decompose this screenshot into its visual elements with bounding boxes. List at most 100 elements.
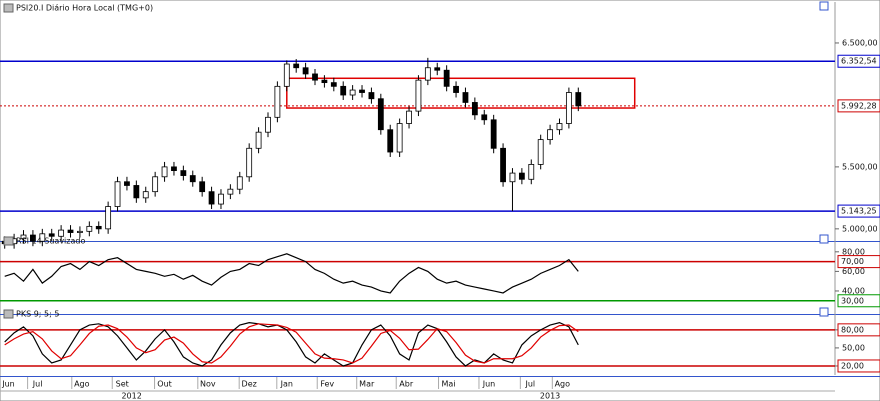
y-tick-label: 6.500,00 — [842, 38, 878, 47]
panel-title: PSI20.I Diário Hora Local (TMG+0) — [16, 4, 153, 13]
candle-body — [387, 129, 394, 153]
candle-body — [377, 98, 384, 131]
candle-body — [30, 234, 36, 242]
candle-body — [77, 230, 83, 233]
candle-body — [434, 67, 441, 71]
candle-body — [481, 114, 488, 121]
candle-body — [218, 193, 224, 205]
candle-body — [424, 67, 431, 81]
x-tick-label: Mai — [442, 380, 456, 389]
candle-body — [274, 85, 281, 118]
candle-body — [396, 123, 403, 153]
candle-body — [340, 85, 347, 96]
candle-body — [509, 172, 516, 183]
candle-body — [415, 79, 422, 112]
candle-body — [283, 63, 290, 87]
x-tick-label: Abr — [399, 380, 414, 389]
candle-body — [537, 139, 544, 165]
candle-body — [124, 181, 130, 186]
reference-label: 5.143,25 — [841, 207, 877, 216]
reference-label-box — [837, 255, 880, 269]
reference-label-box — [837, 204, 880, 218]
candle-body — [575, 92, 582, 107]
candle-body — [330, 82, 337, 87]
candle-body — [142, 191, 149, 199]
reference-label-box — [837, 99, 880, 113]
x-tick-label: Ago — [555, 380, 571, 389]
candle-body — [48, 233, 55, 237]
candle-body — [443, 69, 450, 87]
reference-label: 6.352,54 — [841, 57, 877, 66]
candle-body — [293, 63, 300, 69]
title-icon — [3, 3, 14, 13]
candle-body — [500, 147, 506, 183]
candle-body — [20, 234, 27, 240]
candle-body — [246, 147, 253, 178]
x-tick-label: Jul — [525, 380, 536, 389]
collapse-icon — [819, 1, 829, 11]
title-icon — [3, 309, 14, 319]
candle-body — [67, 229, 74, 233]
reference-label: 30,00 — [841, 296, 864, 305]
candle-body — [528, 164, 535, 180]
reference-label: 70,00 — [841, 257, 864, 266]
x-tick-label: Out — [157, 380, 172, 389]
candle-body — [471, 102, 478, 116]
y-tick-label: 5.000,00 — [842, 224, 878, 233]
candle-body — [359, 89, 365, 93]
candle-body — [227, 188, 234, 195]
series-line — [4, 323, 579, 364]
candle-body — [368, 92, 375, 100]
candle-body — [547, 129, 553, 141]
panel-title: RSI 14 Suavizado — [16, 237, 85, 246]
reference-label-box — [837, 54, 880, 68]
candle-body — [265, 116, 271, 133]
candle-body — [58, 229, 65, 237]
y-tick-label: 60,00 — [842, 267, 865, 276]
candle-body — [189, 175, 196, 183]
candle-body — [462, 92, 469, 103]
candle-body — [236, 176, 243, 190]
candle-body — [161, 166, 168, 178]
candle-body — [518, 172, 525, 180]
reference-label-box — [837, 294, 880, 308]
candle-body — [105, 206, 112, 230]
candle-body — [208, 191, 215, 205]
candle-body — [199, 181, 206, 193]
candle-body — [114, 181, 121, 207]
candle-body — [565, 92, 572, 124]
candle-body — [133, 185, 140, 199]
x-tick-label: Set — [116, 380, 129, 389]
candle-body — [302, 67, 309, 75]
series-line — [4, 253, 579, 294]
year-label: 2012 — [121, 392, 141, 401]
candle-body — [39, 233, 46, 242]
candle-body — [556, 123, 563, 131]
candle-body — [180, 170, 187, 176]
x-tick-label: Jun — [482, 380, 496, 389]
reference-label: 5.992,28 — [841, 101, 877, 110]
y-tick-label: 50,00 — [842, 343, 865, 352]
title-icon — [3, 236, 14, 246]
x-tick-label: Jan — [280, 380, 293, 389]
x-tick-label: Mar — [359, 380, 375, 389]
candle-body — [349, 89, 356, 96]
candle-body — [321, 79, 328, 84]
x-tick-label: Jul — [32, 380, 43, 389]
x-tick-label: Nov — [200, 380, 216, 389]
candle-body — [152, 176, 159, 193]
year-label: 2013 — [540, 392, 560, 401]
collapse-icon — [819, 307, 829, 317]
candle-body — [312, 73, 318, 81]
reference-label: 80,00 — [841, 325, 864, 334]
candle-body — [490, 119, 497, 149]
x-tick-label: Ago — [74, 380, 90, 389]
zone-rectangle — [286, 77, 636, 109]
reference-label: 20,00 — [841, 361, 864, 370]
panel-title: PKS 9; 5; 5 — [16, 310, 59, 319]
y-tick-label: 5.500,00 — [842, 162, 878, 171]
x-tick-label: Jun — [1, 380, 15, 389]
candle-body — [95, 225, 102, 230]
